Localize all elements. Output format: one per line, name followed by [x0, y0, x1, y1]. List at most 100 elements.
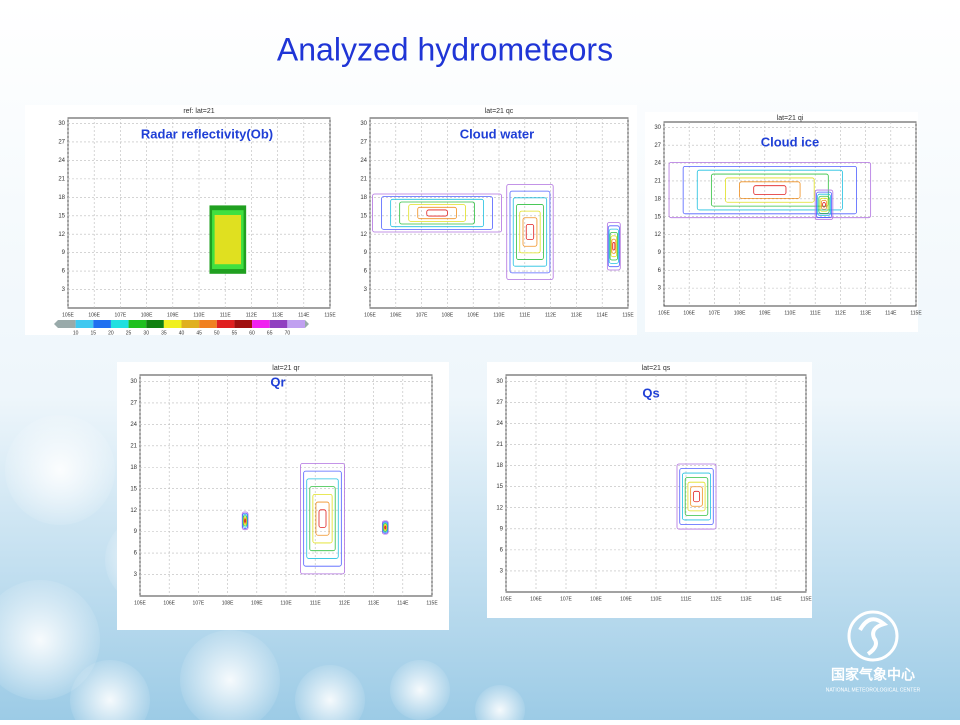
contour	[381, 520, 389, 535]
contour	[516, 204, 544, 260]
x-tick-label: 111E	[519, 312, 531, 318]
contour	[606, 222, 621, 271]
contour	[612, 242, 616, 251]
x-tick-label: 105E	[500, 596, 512, 602]
colorbar-label: 15	[91, 330, 97, 336]
y-tick-label: 3	[62, 287, 66, 293]
x-tick-label: 108E	[590, 596, 602, 602]
colorbar-segment	[269, 320, 288, 328]
y-tick-label: 21	[360, 176, 367, 182]
contour	[819, 197, 829, 212]
x-tick-label: 106E	[88, 312, 100, 318]
colorbar-segment	[234, 320, 253, 328]
y-tick-label: 18	[496, 463, 503, 469]
x-tick-label: 108E	[734, 310, 746, 316]
contour	[309, 486, 336, 552]
contour	[607, 225, 620, 268]
contour	[512, 197, 548, 267]
x-tick-label: 113E	[272, 312, 284, 318]
contour	[692, 490, 701, 503]
contour	[608, 228, 619, 264]
x-tick-label: 108E	[141, 312, 153, 318]
x-tick-label: 114E	[397, 600, 409, 606]
colorbar-segment	[163, 320, 182, 328]
x-tick-label: 110E	[193, 312, 205, 318]
contour	[816, 191, 833, 218]
contour	[243, 516, 247, 526]
y-tick-label: 27	[58, 140, 65, 146]
y-tick-label: 18	[58, 195, 65, 201]
x-tick-label: 111E	[681, 596, 693, 602]
x-tick-label: 105E	[658, 310, 670, 316]
y-tick-label: 27	[130, 400, 137, 406]
contour	[820, 199, 828, 210]
x-tick-label: 108E	[222, 600, 234, 606]
panel: lat=21 qi 3 6 9 12 15 18 21 24 27 30 105E 106E 107E 10…	[645, 112, 922, 332]
y-tick-label: 30	[130, 379, 137, 385]
contour	[243, 517, 247, 524]
contour	[610, 235, 618, 258]
x-tick-label: 113E	[368, 600, 380, 606]
x-tick-label: 112E	[246, 312, 258, 318]
y-tick-label: 9	[364, 250, 368, 256]
x-tick-label: 110E	[650, 596, 662, 602]
y-tick-label: 3	[500, 569, 504, 575]
y-tick-label: 27	[496, 400, 503, 406]
colorbar-segment	[58, 320, 76, 328]
x-tick-label: 114E	[770, 596, 782, 602]
contour	[244, 519, 246, 523]
contour	[818, 195, 830, 214]
y-tick-label: 6	[364, 269, 368, 275]
x-tick-label: 110E	[784, 310, 796, 316]
panel: lat=21 qs 3 6 9 12 15 18 21 24 27 30 105E 106E 107E 10…	[487, 362, 812, 618]
x-tick-label: 105E	[364, 312, 376, 318]
panel-label: Qr	[270, 374, 285, 389]
y-tick-label: 27	[360, 140, 367, 146]
colorbar-label: 20	[108, 330, 114, 336]
x-tick-label: 107E	[560, 596, 572, 602]
x-tick-label: 112E	[835, 310, 847, 316]
x-tick-label: 114E	[885, 310, 897, 316]
contour	[242, 512, 249, 529]
y-tick-label: 24	[130, 422, 137, 428]
panel-header: lat=21 qi	[777, 115, 804, 122]
panel-header: ref: lat=21	[183, 108, 214, 115]
colorbar-label: 50	[214, 330, 220, 336]
contour	[384, 526, 387, 529]
contour	[696, 169, 843, 211]
contour	[241, 511, 249, 531]
x-tick-label: 109E	[467, 312, 479, 318]
x-tick-label: 105E	[134, 600, 146, 606]
slide-title: Analyzed hydrometeors	[277, 31, 613, 67]
x-tick-label: 107E	[115, 312, 127, 318]
panels: ref: lat=21 3 6 9 12 15 18 21 24 27 30 105E 106E 107E…	[25, 105, 922, 630]
colorbar-segment	[146, 320, 164, 328]
y-tick-label: 3	[134, 572, 138, 578]
x-tick-label: 106E	[390, 312, 402, 318]
y-tick-label: 12	[360, 232, 367, 238]
contour	[300, 462, 345, 575]
x-tick-label: 108E	[442, 312, 454, 318]
x-tick-label: 113E	[571, 312, 583, 318]
contour	[676, 463, 717, 530]
y-tick-label: 6	[658, 268, 662, 274]
x-tick-label: 111E	[810, 310, 822, 316]
y-tick-label: 30	[360, 121, 367, 127]
colorbar-label: 45	[196, 330, 202, 336]
contour	[315, 501, 330, 536]
panel-header: lat=21 qr	[272, 365, 300, 372]
colorbar-label: 65	[267, 330, 273, 336]
contour	[609, 232, 618, 261]
contour	[525, 223, 535, 240]
y-tick-label: 18	[360, 195, 367, 201]
y-tick-label: 21	[496, 442, 503, 448]
contour	[312, 493, 333, 544]
y-tick-label: 9	[134, 529, 138, 535]
colorbar-label: 30	[143, 330, 149, 336]
y-tick-label: 30	[58, 121, 65, 127]
contour	[679, 468, 714, 525]
contour	[739, 181, 801, 199]
y-tick-label: 15	[654, 214, 661, 220]
x-tick-label: 115E	[622, 312, 634, 318]
